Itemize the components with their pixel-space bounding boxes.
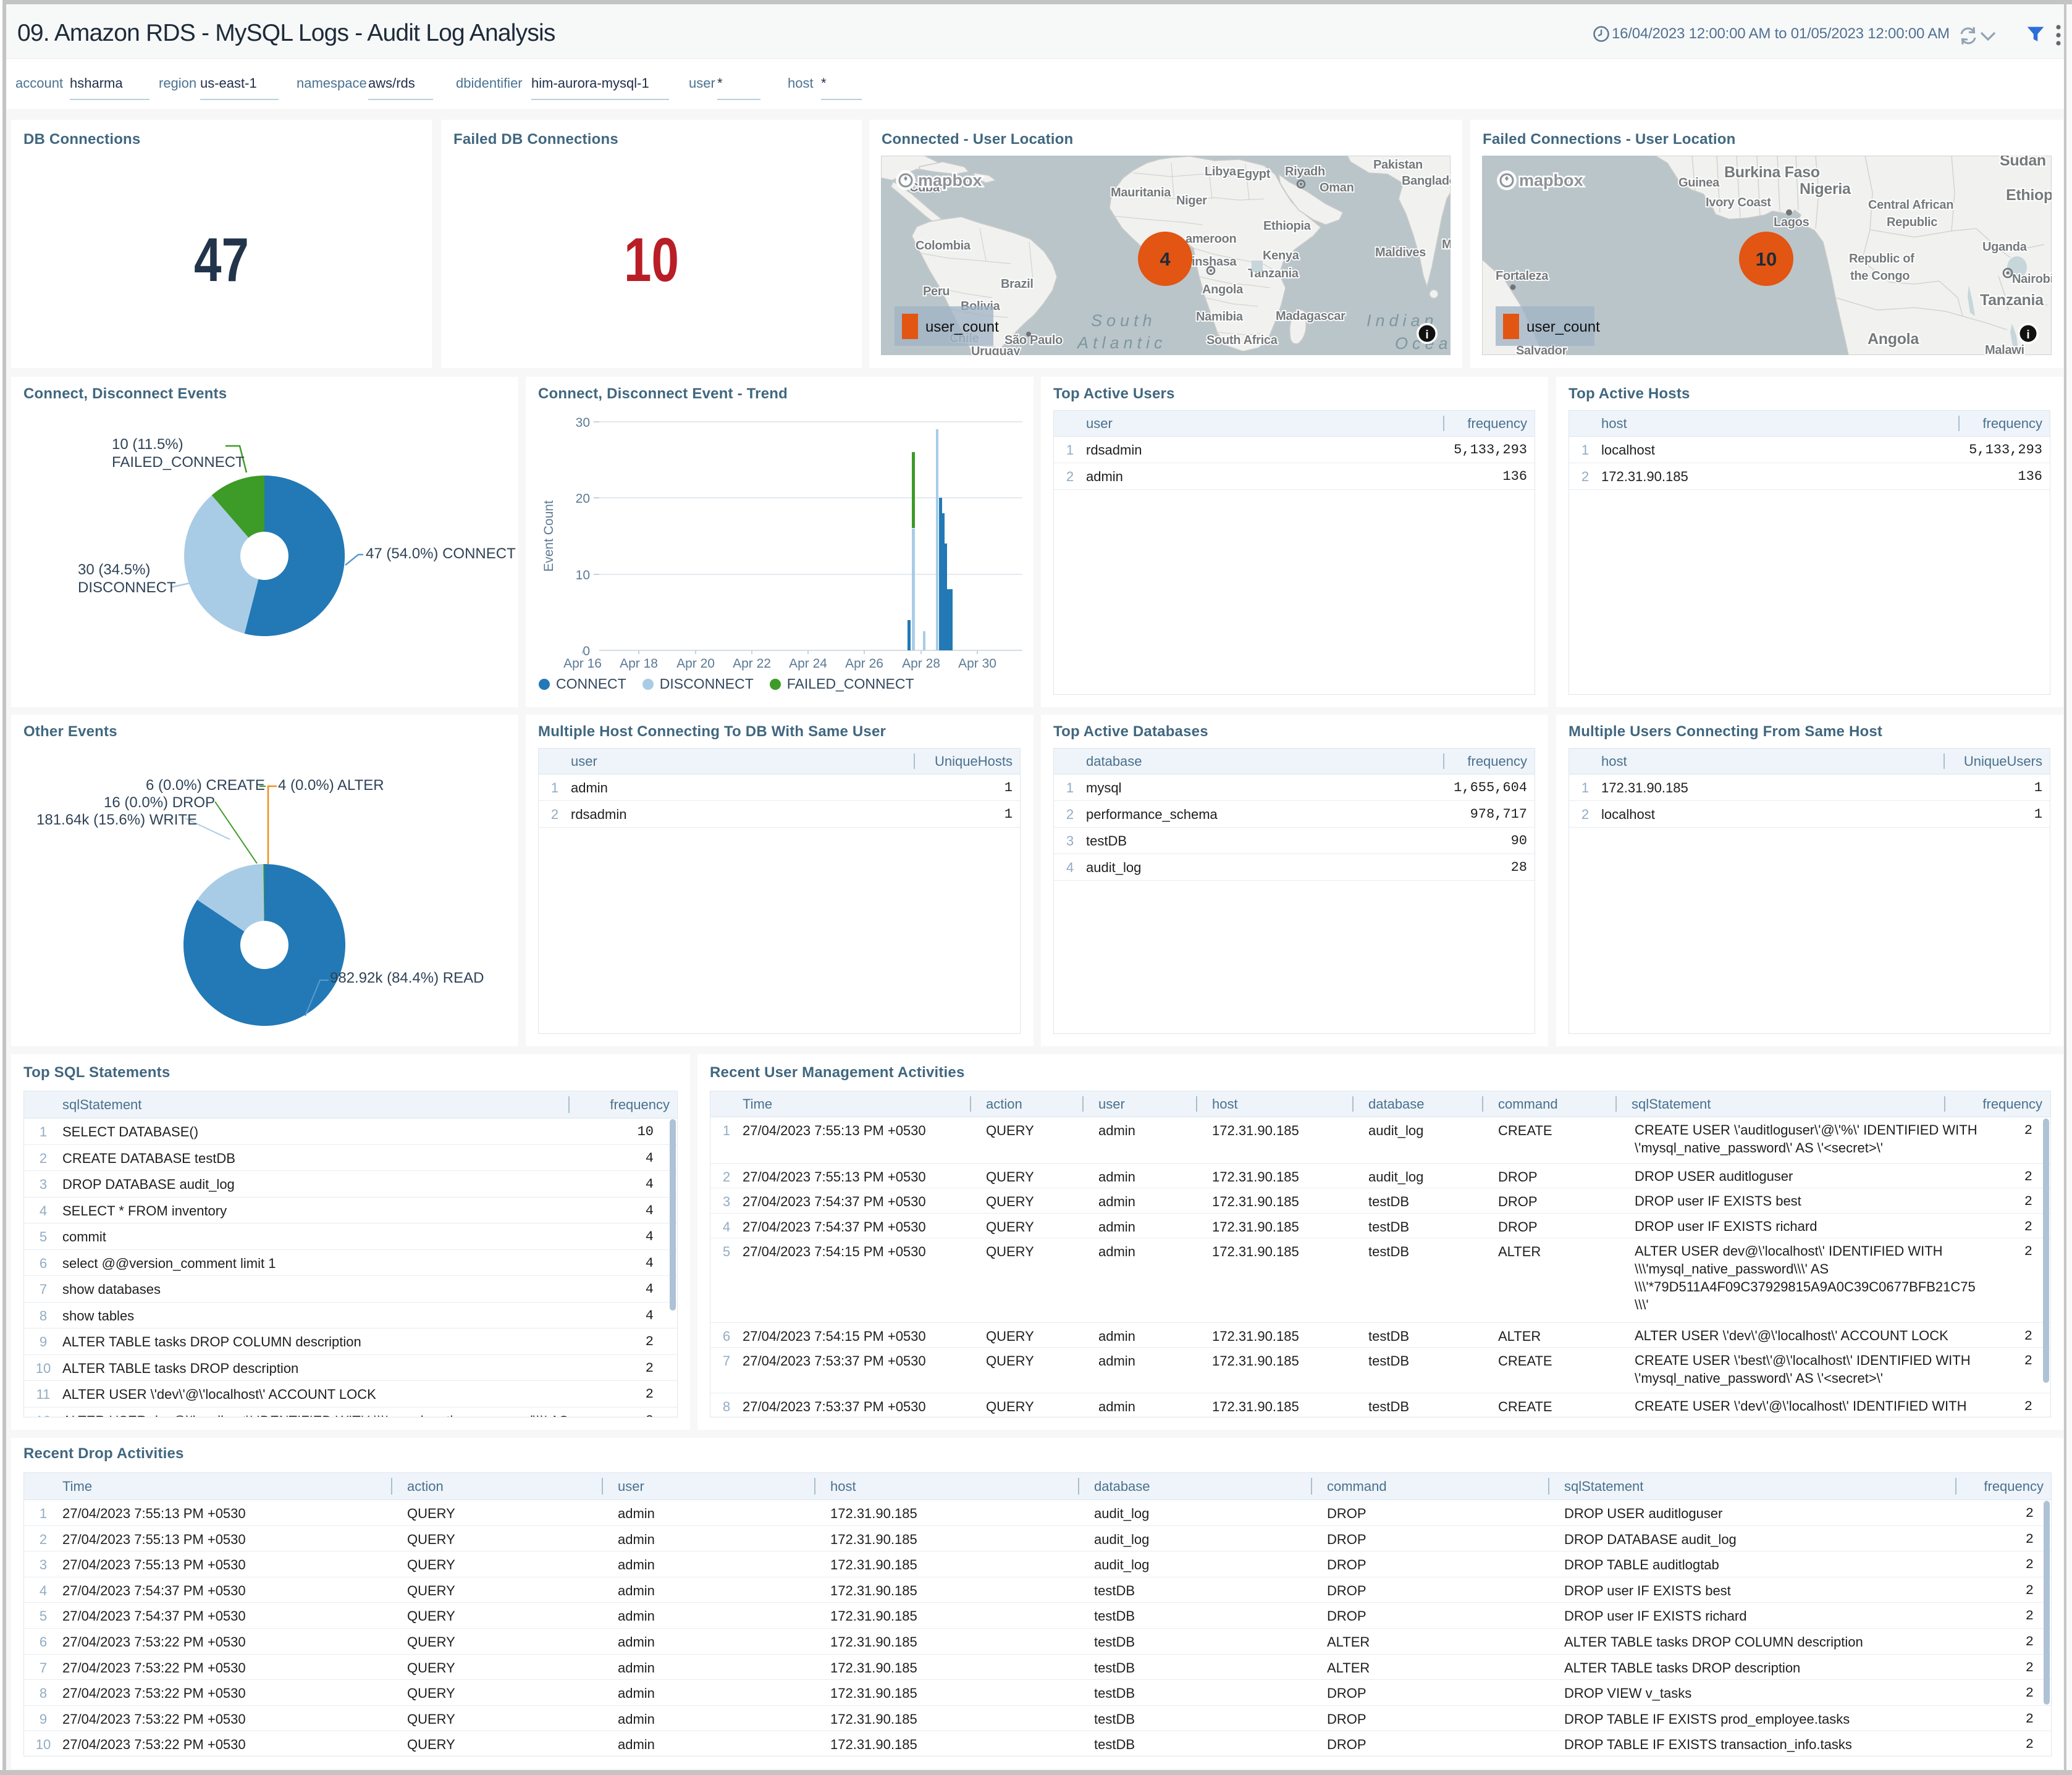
svg-text:Ethiopia: Ethiopia xyxy=(2006,187,2052,204)
svg-text:inshasa: inshasa xyxy=(1192,255,1237,269)
svg-text:Apr 28: Apr 28 xyxy=(902,657,940,671)
svg-text:Republic of: Republic of xyxy=(1849,252,1914,266)
svg-text:Pakistan: Pakistan xyxy=(1373,158,1423,172)
svg-text:Madagascar: Madagascar xyxy=(1276,309,1346,323)
svg-text:South Africa: South Africa xyxy=(1207,334,1278,347)
svg-text:Egypt: Egypt xyxy=(1237,167,1271,181)
svg-text:Sudan: Sudan xyxy=(2000,156,2046,169)
svg-text:Angola: Angola xyxy=(1202,283,1244,296)
svg-text:Angola: Angola xyxy=(1868,330,1919,348)
svg-text:10: 10 xyxy=(576,568,590,582)
svg-text:user_count: user_count xyxy=(1527,319,1600,335)
svg-text:20: 20 xyxy=(576,492,590,506)
svg-text:Central African: Central African xyxy=(1868,198,1953,212)
svg-text:Mauritania: Mauritania xyxy=(1111,186,1171,199)
svg-text:Ivory Coast: Ivory Coast xyxy=(1706,196,1771,209)
svg-text:Apr 20: Apr 20 xyxy=(676,657,715,671)
svg-text:Apr 18: Apr 18 xyxy=(620,657,658,671)
svg-text:ameroon: ameroon xyxy=(1186,232,1236,246)
svg-text:Uruguay: Uruguay xyxy=(971,345,1021,355)
svg-text:Uganda: Uganda xyxy=(1982,240,2028,254)
svg-text:Brazil: Brazil xyxy=(1001,277,1034,291)
svg-text:mapbox: mapbox xyxy=(1519,171,1583,190)
svg-text:i: i xyxy=(1425,329,1428,342)
svg-text:Apr 26: Apr 26 xyxy=(845,657,883,671)
svg-text:Niger: Niger xyxy=(1176,194,1207,208)
svg-text:30: 30 xyxy=(576,416,590,430)
svg-text:user_count: user_count xyxy=(925,319,999,335)
svg-text:Banglades: Banglades xyxy=(1402,174,1451,188)
svg-text:South: South xyxy=(1091,311,1156,330)
svg-text:0: 0 xyxy=(583,644,590,658)
svg-text:10: 10 xyxy=(1756,248,1777,270)
svg-text:Nairobi: Nairobi xyxy=(2012,272,2052,286)
svg-text:Kenya: Kenya xyxy=(1263,249,1300,262)
svg-text:Atlantic: Atlantic xyxy=(1076,334,1167,352)
svg-text:São Paulo: São Paulo xyxy=(1004,334,1063,347)
svg-text:Colombia: Colombia xyxy=(916,239,971,253)
svg-text:Salvador: Salvador xyxy=(1516,344,1567,355)
svg-text:M: M xyxy=(1442,238,1451,251)
svg-text:Guinea: Guinea xyxy=(1678,176,1720,190)
svg-text:Riyadh: Riyadh xyxy=(1285,165,1325,178)
svg-text:Apr 22: Apr 22 xyxy=(733,657,771,671)
svg-text:Ethiopia: Ethiopia xyxy=(1263,219,1312,233)
svg-text:Malawi: Malawi xyxy=(1985,343,2024,355)
svg-text:4: 4 xyxy=(1160,248,1171,270)
svg-text:Namibia: Namibia xyxy=(1196,310,1244,324)
svg-text:Oman: Oman xyxy=(1320,181,1354,195)
svg-text:Republic: Republic xyxy=(1887,216,1937,229)
svg-text:Libya: Libya xyxy=(1205,165,1237,178)
svg-text:Apr 24: Apr 24 xyxy=(789,657,827,671)
svg-text:Tanzania: Tanzania xyxy=(1980,292,2044,309)
svg-text:Nigeria: Nigeria xyxy=(1800,180,1851,198)
svg-text:Burkina Faso: Burkina Faso xyxy=(1724,164,1820,181)
svg-text:Peru: Peru xyxy=(923,285,950,298)
svg-text:Apr 16: Apr 16 xyxy=(563,657,602,671)
svg-text:i: i xyxy=(2026,329,2029,342)
svg-text:mapbox: mapbox xyxy=(918,171,982,190)
svg-text:Lagos: Lagos xyxy=(1774,216,1809,229)
svg-text:Apr 30: Apr 30 xyxy=(958,657,996,671)
svg-text:the Congo: the Congo xyxy=(1850,269,1910,283)
svg-text:Maldives: Maldives xyxy=(1375,246,1426,259)
svg-text:Event Count: Event Count xyxy=(542,500,556,572)
svg-text:Fortaleza: Fortaleza xyxy=(1496,269,1549,283)
